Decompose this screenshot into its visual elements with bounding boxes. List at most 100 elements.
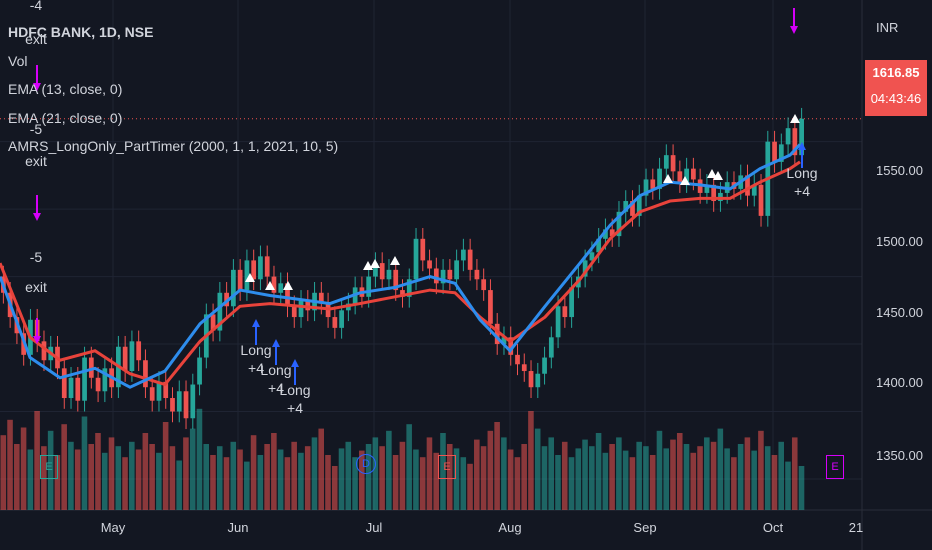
candle-body: [129, 341, 135, 372]
volume-bar: [548, 437, 555, 510]
candle-body: [636, 195, 642, 216]
volume-bar: [122, 457, 128, 510]
exit-arrowhead: [33, 336, 41, 344]
candle-body: [772, 141, 777, 162]
order-qty: exit: [25, 153, 47, 169]
volume-bar: [453, 448, 460, 510]
long-arrowhead: [252, 319, 260, 327]
x-axis[interactable]: May Jun Jul Aug Sep Oct 21: [0, 510, 864, 550]
x-tick-may: May: [100, 520, 126, 535]
candle-body: [548, 337, 554, 358]
last-price-box: 1616.85 04:43:46: [865, 60, 927, 116]
volume-bar: [74, 449, 81, 510]
candle-body: [461, 249, 466, 261]
volume-bar: [250, 435, 257, 510]
volume-bar: [649, 455, 656, 510]
legend-vol[interactable]: Vol: [8, 52, 28, 69]
candle-body: [542, 357, 547, 374]
x-tick-jul: Jul: [365, 520, 383, 535]
volume-bar: [419, 457, 426, 510]
candle-body: [555, 306, 561, 338]
volume-bar: [34, 411, 40, 510]
candle-body: [609, 229, 615, 237]
y-axis[interactable]: 1350.00 1400.00 1450.00 1500.00 1550.00: [862, 0, 932, 510]
legend-ema13[interactable]: EMA (13, close, 0): [8, 81, 123, 97]
candle-body: [494, 323, 500, 345]
volume-bar: [7, 419, 13, 510]
volume-bar: [487, 430, 494, 510]
candle-body: [210, 314, 216, 331]
volume-bar: [460, 457, 467, 510]
volume-bar: [670, 439, 676, 510]
volume-bar: [575, 448, 582, 510]
x-tick-21: 21: [848, 520, 864, 535]
candle-body: [406, 279, 412, 297]
symbol-title[interactable]: HDFC BANK, 1D, NSE: [8, 24, 154, 40]
candle-body: [691, 168, 696, 180]
volume-bar: [68, 441, 74, 510]
volume-bar: [257, 455, 264, 510]
volume-bar: [595, 433, 602, 510]
candle-body: [170, 398, 175, 412]
ema21-line: [0, 160, 801, 387]
candle-body: [143, 360, 148, 388]
exit-arrowhead: [33, 83, 41, 91]
earnings-marker[interactable]: E: [40, 455, 58, 479]
x-tick-oct: Oct: [762, 520, 784, 535]
volume-bar: [61, 424, 67, 510]
candle-body: [623, 201, 629, 212]
volume-bar: [365, 444, 372, 510]
volume-bar: [724, 448, 730, 510]
volume-bar: [785, 461, 791, 510]
volume-bar: [352, 457, 358, 510]
candle-body: [650, 179, 656, 189]
volume-bar: [534, 428, 541, 510]
volume-bar: [277, 449, 284, 510]
candle-body: [440, 269, 446, 284]
candle-body: [657, 168, 662, 189]
volume-bar: [704, 437, 710, 510]
candle-body: [467, 249, 473, 270]
earnings-marker[interactable]: E: [826, 455, 844, 479]
candle-body: [474, 269, 480, 280]
dividend-marker[interactable]: D: [356, 454, 376, 474]
candle-body: [670, 155, 676, 172]
volume-bar: [304, 446, 311, 510]
earnings-marker[interactable]: E: [438, 455, 456, 479]
volume-bar: [264, 444, 270, 510]
long-arrowhead: [272, 339, 280, 347]
volume-bar: [223, 457, 230, 510]
volume-bar: [798, 466, 805, 510]
volume-bar: [156, 452, 162, 510]
candle-body: [217, 292, 223, 331]
volume-bar: [392, 455, 399, 510]
volume-bar: [244, 461, 250, 510]
volume-bar: [731, 457, 737, 510]
volume-bar: [359, 450, 365, 510]
volume-bar: [14, 444, 20, 510]
volume-bar: [501, 437, 507, 510]
legend-ema21[interactable]: EMA (21, close, 0): [8, 109, 123, 126]
candle-body: [61, 368, 67, 399]
signal-triangle: [663, 174, 673, 183]
candle-body: [366, 276, 372, 297]
volume-bar: [710, 441, 717, 510]
candle-body: [156, 381, 162, 401]
volume-bar: [528, 411, 534, 510]
volume-bar: [386, 430, 392, 510]
candle-body: [677, 171, 683, 183]
y-tick-1550: 1550.00: [876, 163, 923, 178]
volume-bar: [237, 449, 243, 510]
volume-bar: [54, 455, 61, 510]
candle-body: [95, 377, 101, 392]
volume-bar: [636, 441, 642, 510]
candle-body: [190, 384, 196, 419]
signal-triangle: [790, 114, 800, 123]
candle-body: [562, 306, 568, 318]
volume-bar: [494, 422, 500, 510]
legend-strategy[interactable]: AMRS_LongOnly_PartTimer (2000, 1, 1, 202…: [8, 138, 339, 154]
x-tick-aug: Aug: [498, 520, 522, 535]
candle-body: [325, 303, 331, 318]
volume-bar: [176, 460, 182, 510]
